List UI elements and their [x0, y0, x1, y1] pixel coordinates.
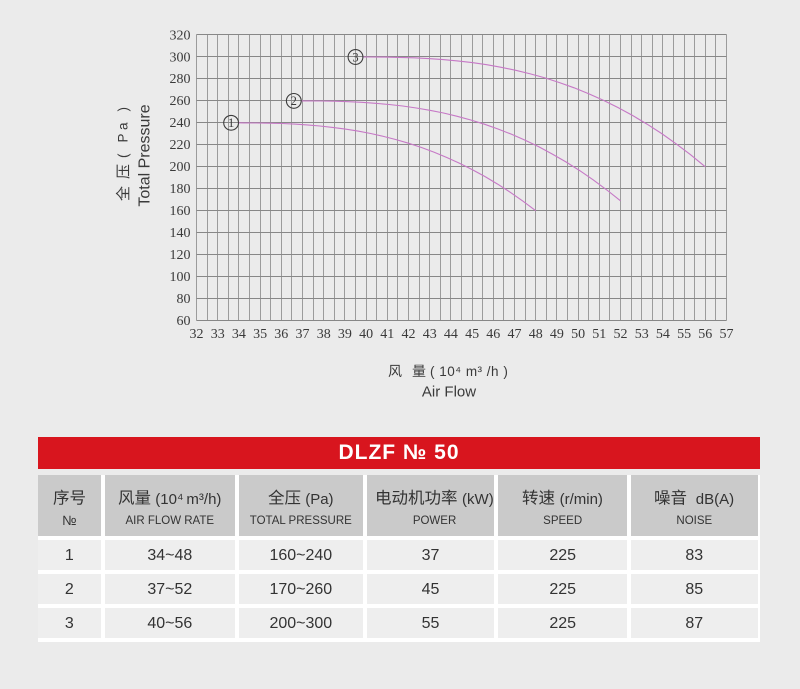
svg-text:33: 33: [211, 327, 225, 342]
svg-text:57: 57: [720, 327, 734, 342]
svg-text:34: 34: [232, 327, 246, 342]
svg-text:53: 53: [635, 327, 649, 342]
svg-text:40: 40: [359, 327, 373, 342]
svg-text:56: 56: [698, 327, 712, 342]
svg-text:35: 35: [253, 327, 267, 342]
svg-text:52: 52: [614, 327, 628, 342]
svg-text:39: 39: [338, 327, 352, 342]
svg-text:( 10⁴ m³ /h ): ( 10⁴ m³ /h ): [430, 364, 508, 379]
svg-text:3: 3: [352, 50, 358, 64]
svg-text:36: 36: [274, 327, 288, 342]
svg-text:140: 140: [170, 226, 191, 241]
svg-text:32: 32: [190, 327, 204, 342]
svg-text:60: 60: [177, 314, 191, 329]
svg-text:54: 54: [656, 327, 670, 342]
svg-text:300: 300: [170, 50, 191, 65]
svg-text:Air Flow: Air Flow: [422, 384, 476, 401]
svg-text:37: 37: [296, 327, 310, 342]
svg-text:50: 50: [571, 327, 585, 342]
svg-text:120: 120: [170, 248, 191, 263]
svg-text:51: 51: [592, 327, 606, 342]
svg-text:49: 49: [550, 327, 564, 342]
svg-text:44: 44: [444, 327, 458, 342]
svg-text:280: 280: [170, 72, 191, 87]
svg-text:43: 43: [423, 327, 437, 342]
svg-text:100: 100: [170, 270, 191, 285]
svg-text:240: 240: [170, 116, 191, 131]
svg-text:41: 41: [380, 327, 394, 342]
svg-text:2: 2: [291, 94, 297, 108]
svg-text:160: 160: [170, 204, 191, 219]
svg-text:Total Pressure: Total Pressure: [137, 104, 154, 206]
svg-text:220: 220: [170, 138, 191, 153]
svg-text:38: 38: [317, 327, 331, 342]
svg-text:180: 180: [170, 182, 191, 197]
svg-text:42: 42: [402, 327, 416, 342]
svg-text:48: 48: [529, 327, 543, 342]
svg-text:1: 1: [228, 116, 234, 130]
svg-text:45: 45: [465, 327, 479, 342]
svg-text:260: 260: [170, 94, 191, 109]
svg-text:200: 200: [170, 160, 191, 175]
svg-text:55: 55: [677, 327, 691, 342]
svg-text:47: 47: [508, 327, 522, 342]
svg-text:( Pa ): ( Pa ): [116, 103, 131, 158]
svg-text:80: 80: [177, 292, 191, 307]
svg-text:320: 320: [170, 28, 191, 43]
svg-text:46: 46: [486, 327, 500, 342]
